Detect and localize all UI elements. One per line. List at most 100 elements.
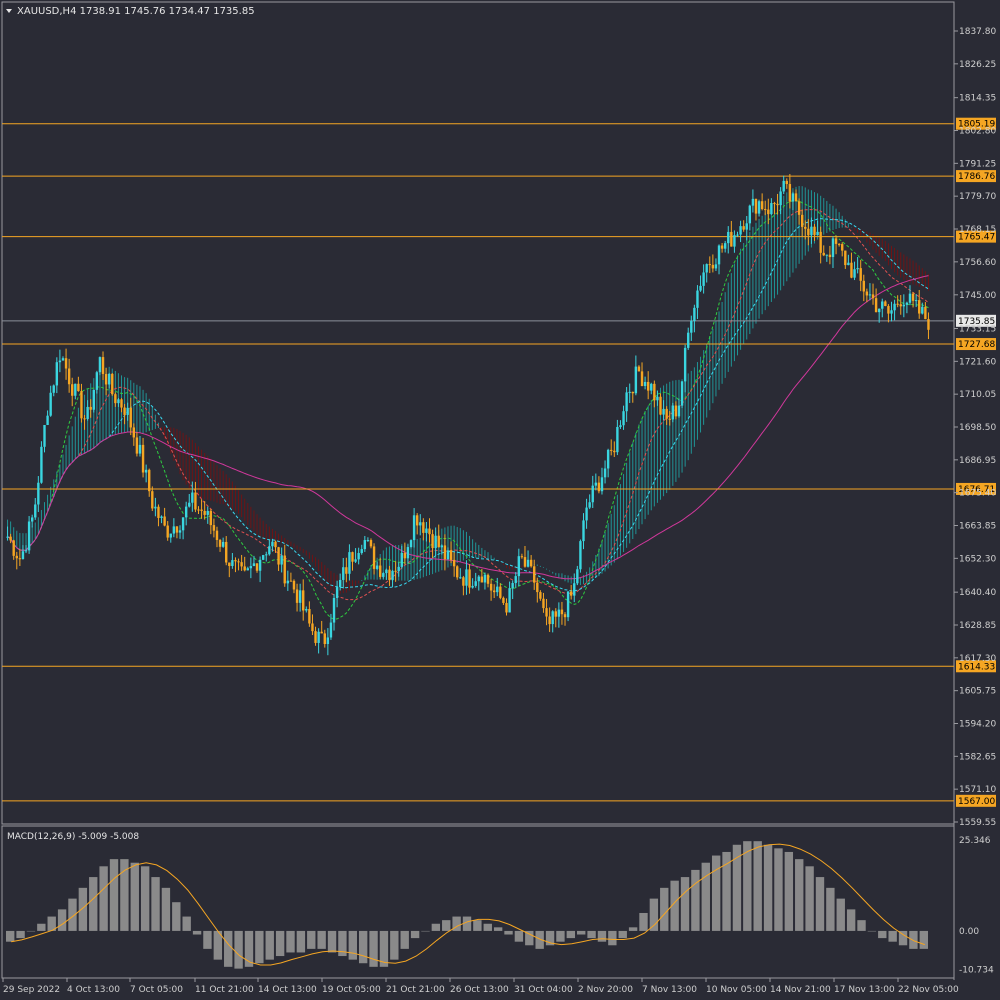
symbol-header: XAUUSD,H4 1738.91 1745.76 1734.47 1735.8… <box>17 6 255 17</box>
candle-body <box>911 293 915 301</box>
macd-histogram-bar <box>120 859 129 931</box>
candle-body <box>825 254 829 256</box>
price-tick-label: 1779.70 <box>959 192 996 202</box>
candle-body <box>560 609 564 615</box>
candle-body <box>569 591 573 596</box>
macd-histogram-bar <box>660 887 669 931</box>
candle-body <box>702 272 705 286</box>
price-tick-label: 1559.55 <box>959 818 996 828</box>
candle-body <box>853 269 856 278</box>
macd-histogram-bar <box>680 877 690 931</box>
candle-body <box>699 285 702 291</box>
time-tick-label: 10 Nov 05:00 <box>706 985 767 995</box>
candle-body <box>77 383 80 392</box>
candle-body <box>628 391 631 393</box>
price-tick-label: 1710.05 <box>959 390 996 400</box>
candle-body <box>123 407 126 415</box>
candle-body <box>656 396 659 401</box>
candle-body <box>782 180 785 192</box>
price-tick-label: 1663.85 <box>959 521 996 531</box>
macd-histogram-bar <box>452 916 461 931</box>
macd-histogram-bar <box>618 930 627 939</box>
candle-body <box>859 268 862 281</box>
candle-body <box>283 555 286 584</box>
candle-body <box>231 560 234 567</box>
candle-body <box>443 545 447 560</box>
candle-body <box>918 300 921 314</box>
candle-body <box>492 590 496 593</box>
candle-body <box>456 566 459 578</box>
candle-body <box>98 357 102 373</box>
candle-body <box>606 449 610 469</box>
candle-body <box>871 294 875 299</box>
candle-body <box>348 552 351 574</box>
price-tick-label: 1826.25 <box>959 60 996 70</box>
dropdown-triangle-icon[interactable] <box>6 9 12 13</box>
price-tick-label: 1617.30 <box>959 654 996 664</box>
candle-body <box>671 405 675 420</box>
candle-body <box>240 562 243 567</box>
moving-averages <box>7 200 929 620</box>
candle-body <box>449 550 453 560</box>
candle-body <box>274 541 277 548</box>
candle-body <box>893 303 896 311</box>
macd-histogram-bar <box>379 930 389 967</box>
candle-body <box>727 231 730 244</box>
horizontal-levels[interactable]: 1805.19 1786.76 1765.47 1727.68 1676.71 1614.… <box>2 117 996 807</box>
candle-body <box>15 555 18 559</box>
candle-body <box>659 396 662 415</box>
candle-body <box>643 381 647 387</box>
candle-body <box>394 570 397 572</box>
time-tick-label: 7 Nov 13:00 <box>642 985 697 995</box>
candle-body <box>797 201 801 215</box>
candle-body <box>265 554 268 556</box>
candle-body <box>690 321 693 333</box>
candle-body <box>844 250 847 266</box>
candle-body <box>345 567 348 574</box>
candle-body <box>144 469 148 473</box>
candle-body <box>95 372 99 390</box>
candle-body <box>745 223 748 230</box>
candle-body <box>24 550 28 552</box>
time-tick-label: 7 Oct 05:00 <box>130 985 183 995</box>
candle-body <box>489 583 493 591</box>
candle-body <box>169 533 172 538</box>
candle-body <box>862 280 865 292</box>
candle-body <box>338 579 342 588</box>
candle-body <box>203 510 206 515</box>
macd-histogram-bar <box>608 930 617 946</box>
candle-body <box>55 362 59 386</box>
candle-body <box>27 521 31 551</box>
candle-body <box>117 399 120 404</box>
macd-histogram-bar <box>628 927 638 931</box>
macd-histogram-bar <box>78 887 88 931</box>
price-tick-label: 1605.75 <box>959 687 996 697</box>
macd-histogram-bar <box>400 930 409 949</box>
candle-body <box>924 306 927 320</box>
candle-body <box>397 566 400 572</box>
candle-body <box>406 547 410 559</box>
ma-mid-line <box>7 208 929 601</box>
candle-body <box>212 525 216 531</box>
candle-body <box>446 550 450 560</box>
time-tick-label: 29 Sep 2022 <box>3 985 60 995</box>
candle-body <box>43 424 46 447</box>
candle-body <box>585 507 588 521</box>
candle-body <box>382 573 385 577</box>
candle-body <box>172 526 176 534</box>
candle-body <box>415 515 419 526</box>
candle-body <box>757 201 761 214</box>
time-tick-label: 4 Oct 13:00 <box>67 985 120 995</box>
time-axis: 29 Sep 2022 4 Oct 13:00 7 Oct 05:00 11 Oct … <box>2 978 959 995</box>
macd-histogram-bar <box>286 930 295 953</box>
candle-body <box>600 477 604 492</box>
candle-body <box>160 516 163 518</box>
candle-body <box>760 201 764 210</box>
candle-body <box>616 426 619 453</box>
macd-histogram-bar <box>462 916 472 931</box>
candle-body <box>748 205 752 224</box>
macd-histogram-bar <box>265 930 274 960</box>
candle-body <box>788 184 792 202</box>
candle-body <box>800 214 804 227</box>
